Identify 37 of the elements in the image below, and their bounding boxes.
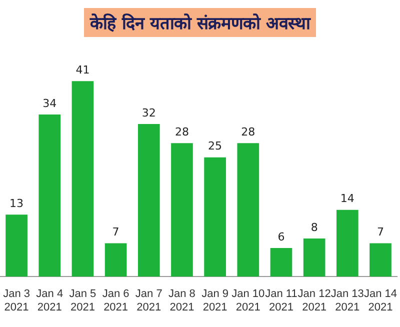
chart-title: केहि दिन यताको संक्रमणको अवस्था <box>84 8 316 36</box>
data-label: 34 <box>42 96 57 110</box>
bar <box>270 248 292 277</box>
bar <box>38 114 61 277</box>
data-label: 13 <box>10 196 24 210</box>
x-tick-label: Jan 9 2021 <box>202 288 229 314</box>
data-label: 14 <box>340 192 354 206</box>
data-label: 25 <box>208 140 222 153</box>
data-label: 28 <box>174 125 189 138</box>
bar <box>336 210 358 277</box>
bar <box>6 214 28 277</box>
bar <box>370 243 392 277</box>
x-tick-label: Jan 11 2021 <box>265 288 298 314</box>
data-label: 6 <box>278 230 285 244</box>
x-tick-label: Jan 6 2021 <box>102 288 130 314</box>
data-label: 7 <box>112 226 120 239</box>
data-label: 41 <box>76 63 90 76</box>
x-tick-label: Jan 7 2021 <box>135 288 162 314</box>
bar <box>171 143 193 277</box>
x-tick-label: Jan 3 2021 <box>3 288 30 314</box>
x-tick-label: Jan 5 2021 <box>69 288 96 314</box>
x-tick-label: Jan 4 2021 <box>36 288 64 314</box>
x-tick-label: Jan 12 2021 <box>298 288 331 314</box>
x-tick-label: Jan 8 2021 <box>168 288 196 314</box>
bar <box>303 238 326 277</box>
data-label: 28 <box>241 125 256 138</box>
bar <box>237 143 260 277</box>
bar <box>204 157 226 277</box>
bar <box>104 243 127 277</box>
bar <box>72 81 94 277</box>
x-tick-label: Jan 13 2021 <box>330 288 364 314</box>
data-label: 8 <box>310 220 318 234</box>
bar <box>138 124 160 277</box>
data-label: 7 <box>376 226 384 239</box>
x-tick-label: Jan 14 2021 <box>364 288 397 314</box>
x-tick-label: Jan 10 2021 <box>232 288 265 314</box>
data-label: 32 <box>142 106 156 120</box>
